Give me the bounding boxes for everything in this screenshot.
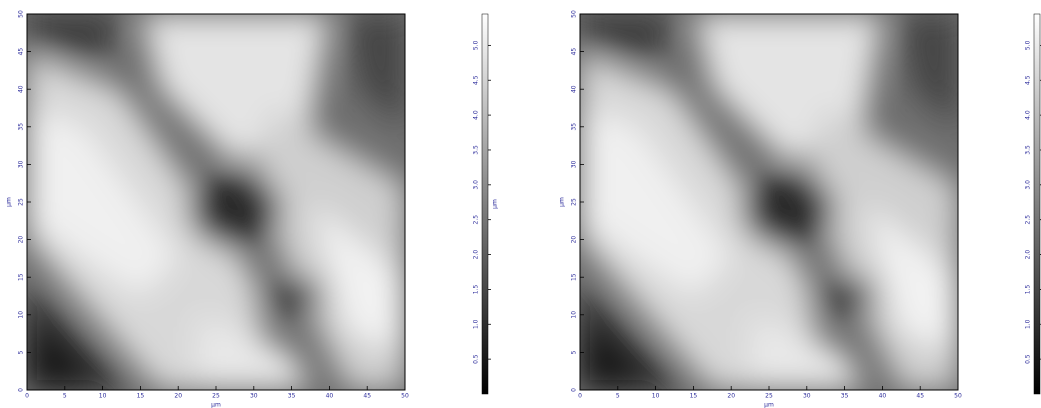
x-tick-label: 30 — [250, 393, 258, 400]
y-axis-label: µm — [6, 197, 13, 207]
y-tick-label: 25 — [571, 198, 578, 206]
y-tick-label: 20 — [571, 236, 578, 244]
x-tick-label: 25 — [212, 393, 220, 400]
colorbar-tick-label: 1.0 — [473, 319, 480, 329]
y-axis-label: µm — [559, 197, 566, 207]
colorbar-tick-label: 2.5 — [1025, 215, 1032, 225]
colorbar-tick-label: 1.5 — [1025, 284, 1032, 294]
colorbar-tick-label: 3.0 — [1025, 180, 1032, 190]
x-tick-label: 20 — [174, 393, 182, 400]
y-tick-label: 10 — [571, 311, 578, 319]
x-tick-label: 15 — [690, 393, 698, 400]
colorbar-tick-label: 2.0 — [1025, 250, 1032, 260]
colorbar-tick-label: 0.5 — [1025, 354, 1032, 364]
x-tick-label: 15 — [137, 393, 145, 400]
colorbar-tick-label: 3.5 — [473, 145, 480, 155]
y-tick-label: 40 — [571, 85, 578, 93]
colorbar-tick-label: 4.5 — [473, 75, 480, 85]
colorbar-tick-label: 1.5 — [473, 284, 480, 294]
y-tick-label: 35 — [571, 123, 578, 131]
colorbar-tick-label: 0.5 — [473, 354, 480, 364]
x-tick-label: 10 — [99, 393, 107, 400]
y-tick-label: 40 — [18, 85, 25, 93]
colorbar-tick-label: 5.0 — [1025, 40, 1032, 50]
colorbar-tick-label: 3.0 — [473, 180, 480, 190]
x-tick-label: 5 — [616, 393, 620, 400]
x-tick-label: 35 — [288, 393, 296, 400]
x-tick-label: 45 — [916, 393, 924, 400]
x-tick-label: 35 — [841, 393, 849, 400]
colorbar-label: µm — [492, 199, 499, 209]
x-tick-label: 50 — [401, 393, 409, 400]
x-tick-label: 10 — [652, 393, 660, 400]
colorbar-tick-label: 2.0 — [473, 250, 480, 260]
y-tick-label: 45 — [571, 48, 578, 56]
x-tick-label: 25 — [765, 393, 773, 400]
y-tick-label: 20 — [18, 236, 25, 244]
colorbar — [1033, 13, 1041, 395]
y-tick-label: 5 — [571, 350, 578, 354]
colorbar-tick-label: 4.0 — [473, 110, 480, 120]
colorbar-tick-label: 4.0 — [1025, 110, 1032, 120]
x-tick-label: 45 — [363, 393, 371, 400]
x-tick-label: 50 — [954, 393, 962, 400]
height-map — [580, 14, 958, 390]
y-tick-label: 0 — [571, 388, 578, 392]
x-tick-label: 30 — [803, 393, 811, 400]
colorbar-tick-label: 2.5 — [473, 215, 480, 225]
y-tick-label: 30 — [571, 160, 578, 168]
y-tick-label: 15 — [571, 273, 578, 281]
y-tick-label: 25 — [18, 198, 25, 206]
colorbar — [481, 13, 489, 395]
x-tick-label: 40 — [879, 393, 887, 400]
colorbar-tick-label: 4.5 — [1025, 75, 1032, 85]
y-tick-label: 5 — [18, 350, 25, 354]
x-axis-label: µm — [211, 402, 221, 408]
y-tick-label: 35 — [18, 123, 25, 131]
y-tick-label: 50 — [18, 10, 25, 18]
y-tick-label: 45 — [18, 48, 25, 56]
height-map — [27, 14, 405, 390]
y-tick-label: 50 — [571, 10, 578, 18]
x-tick-label: 0 — [25, 393, 29, 400]
y-tick-label: 30 — [18, 160, 25, 168]
x-tick-label: 5 — [63, 393, 67, 400]
y-tick-label: 0 — [18, 388, 25, 392]
y-tick-label: 15 — [18, 273, 25, 281]
x-tick-label: 0 — [578, 393, 582, 400]
y-tick-label: 10 — [18, 311, 25, 319]
colorbar-tick-label: 3.5 — [1025, 145, 1032, 155]
x-tick-label: 40 — [326, 393, 334, 400]
colorbar-tick-label: 5.0 — [473, 40, 480, 50]
colorbar-tick-label: 1.0 — [1025, 319, 1032, 329]
x-tick-label: 20 — [727, 393, 735, 400]
x-axis-label: µm — [764, 402, 774, 408]
